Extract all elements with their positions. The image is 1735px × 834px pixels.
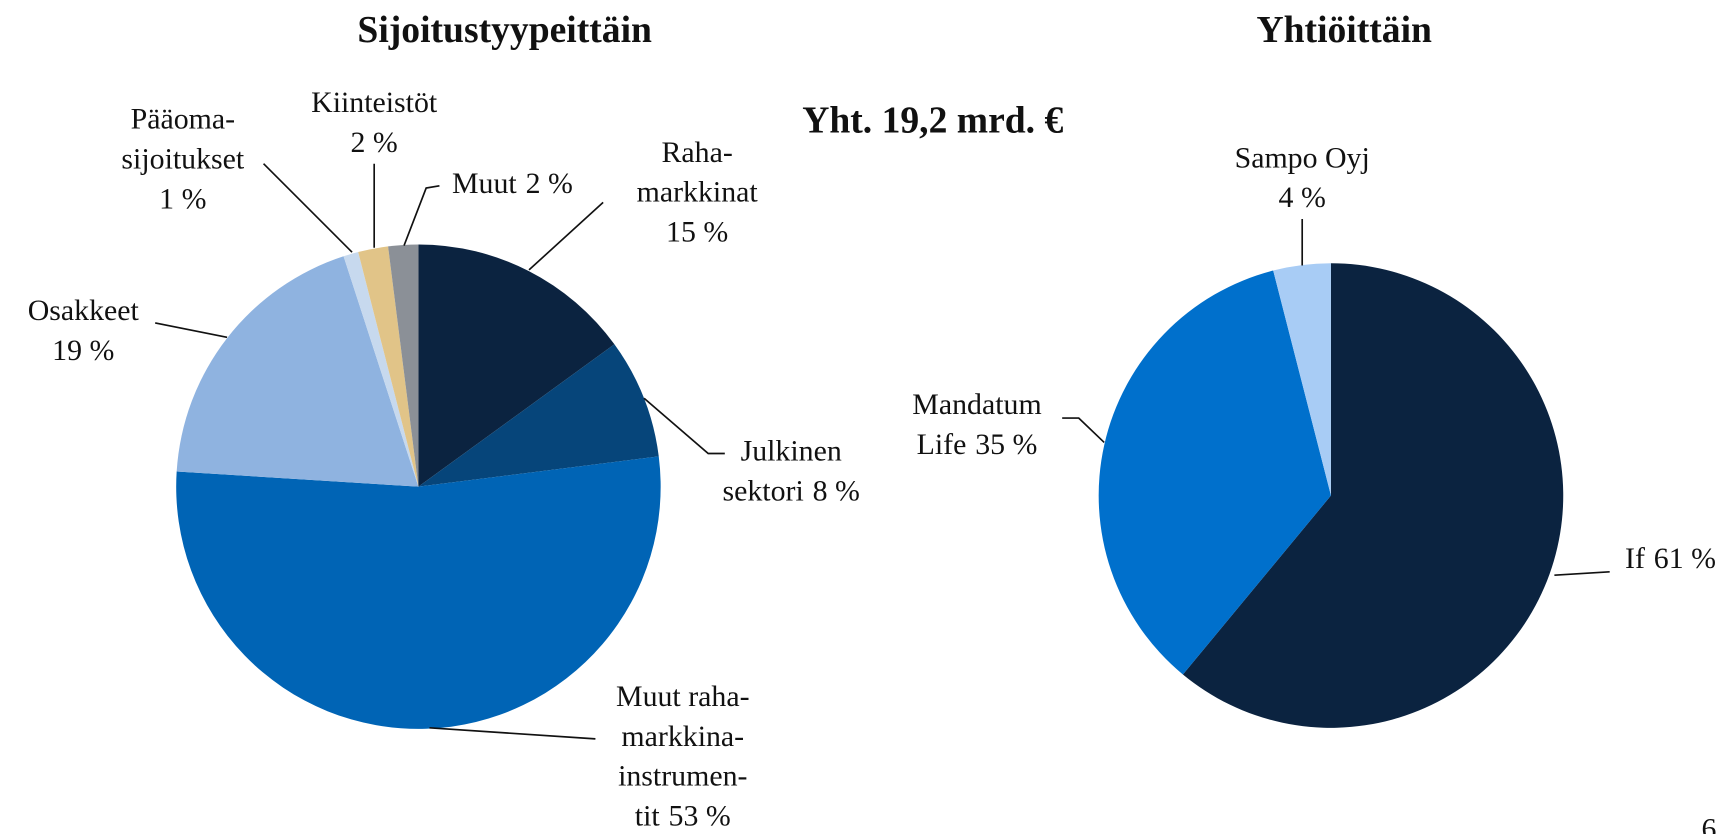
leader-line bbox=[429, 726, 596, 740]
label-line: Pääoma- bbox=[131, 103, 235, 136]
value-label: 8 % bbox=[813, 474, 860, 507]
label-line: If bbox=[1625, 542, 1645, 575]
pie-slice bbox=[1273, 263, 1331, 496]
pie-slice bbox=[176, 256, 419, 487]
label-line: Muut raha- bbox=[616, 680, 750, 713]
slice-label: Muut raha-markkina-instrumen-tit 53 % bbox=[616, 680, 750, 832]
leader-line bbox=[262, 163, 353, 253]
chart-title: Sijoitustyypeittäin bbox=[357, 9, 652, 51]
label-line: Mandatum bbox=[912, 388, 1041, 421]
label-line: instrumen- bbox=[618, 760, 747, 793]
leader-line bbox=[1554, 571, 1610, 577]
label-line: Raha- bbox=[662, 136, 733, 169]
label-line: Julkinen bbox=[741, 434, 842, 467]
label-line: sijoitukset bbox=[121, 142, 244, 175]
label-line: markkinat bbox=[637, 176, 759, 209]
leader-line bbox=[528, 201, 604, 271]
pie-slice bbox=[1182, 263, 1564, 728]
leader-line bbox=[1062, 417, 1105, 444]
label-line: tit bbox=[635, 799, 661, 832]
slice-label: Julkinen sektori 8 % bbox=[722, 434, 859, 507]
value-label: 61 % bbox=[1654, 542, 1716, 575]
label-line: Life bbox=[917, 428, 967, 461]
slice-label: Mandatum Life 35 % bbox=[912, 388, 1041, 461]
pie-slice bbox=[358, 246, 419, 487]
label-line: Muut bbox=[452, 167, 517, 200]
annotation: Yht. 19,2 mrd. € bbox=[802, 100, 1063, 142]
slice-label: Sampo Oyj 4 % bbox=[1235, 141, 1370, 214]
page-number: 6 bbox=[1702, 813, 1717, 834]
slice-label: Pääoma-sijoitukset 1 % bbox=[121, 103, 244, 216]
value-label: 4 % bbox=[1279, 181, 1326, 214]
leader-line bbox=[643, 397, 725, 455]
value-label: 1 % bbox=[159, 182, 206, 215]
pie-slice bbox=[418, 244, 615, 487]
value-label: 2 % bbox=[526, 167, 573, 200]
value-label: 15 % bbox=[666, 215, 728, 248]
pie-slice bbox=[388, 244, 419, 487]
slice-label: Raha-markkinat 15 % bbox=[637, 136, 759, 249]
label-line: Osakkeet bbox=[28, 294, 140, 327]
pie-slice bbox=[176, 456, 661, 729]
label-line: sektori bbox=[722, 474, 803, 507]
slice-label: Kiinteistöt 2 % bbox=[311, 86, 438, 159]
pie-slice bbox=[1098, 270, 1331, 675]
pie-slice bbox=[343, 252, 419, 487]
slice-label: If 61 % bbox=[1625, 542, 1716, 575]
value-label: 53 % bbox=[669, 799, 731, 832]
value-label: 19 % bbox=[52, 334, 114, 367]
chart-title: Yhtiöittäin bbox=[1257, 9, 1433, 51]
label-line: Sampo Oyj bbox=[1235, 141, 1370, 174]
leader-line bbox=[403, 185, 440, 246]
label-line: Kiinteistöt bbox=[311, 86, 438, 119]
value-label: 35 % bbox=[975, 428, 1037, 461]
slice-label: Muut 2 % bbox=[452, 167, 573, 200]
slice-label: Osakkeet 19 % bbox=[28, 294, 140, 367]
label-line: markkina- bbox=[621, 720, 744, 753]
value-label: 2 % bbox=[351, 126, 398, 159]
leader-line bbox=[155, 322, 228, 339]
pie-slice bbox=[418, 344, 659, 487]
